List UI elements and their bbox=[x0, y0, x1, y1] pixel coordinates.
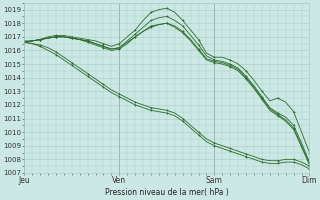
X-axis label: Pression niveau de la mer( hPa ): Pression niveau de la mer( hPa ) bbox=[105, 188, 229, 197]
